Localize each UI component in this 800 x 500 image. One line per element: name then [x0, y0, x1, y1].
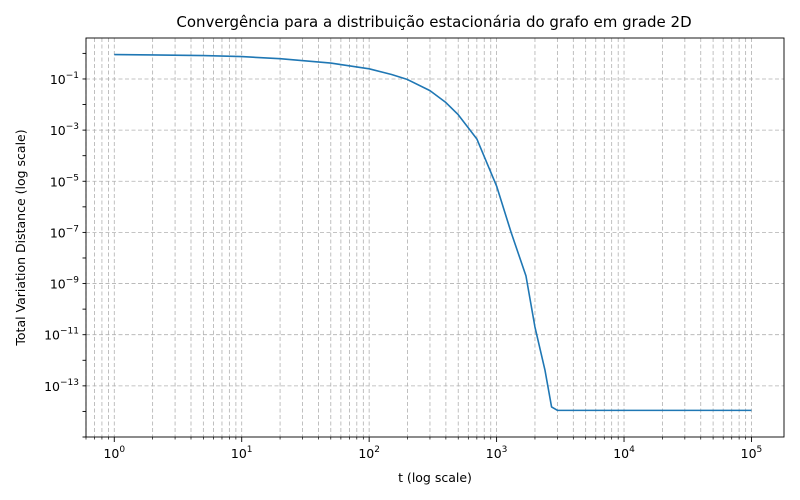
x-tick-label: 100	[103, 445, 125, 461]
y-tick-label: 10−9	[50, 276, 79, 292]
y-tick-label: 10−5	[50, 173, 79, 189]
x-tick-label: 101	[231, 445, 253, 461]
series-line-1	[114, 53, 752, 412]
grid	[85, 38, 784, 437]
y-tick-label: 10−7	[50, 224, 79, 240]
y-tick-label: 10−13	[44, 378, 79, 394]
y-axis-label: Total Variation Distance (log scale)	[13, 129, 28, 346]
y-tick-label: 10−11	[44, 327, 79, 343]
x-tick-label: 102	[358, 445, 380, 461]
y-tick-label: 10−3	[50, 122, 79, 138]
series-layer	[114, 53, 752, 412]
chart-title: Convergência para a distribuição estacio…	[176, 13, 691, 31]
x-tick-label: 104	[613, 445, 635, 461]
plot-frame	[85, 37, 785, 438]
ticks: 100 101 102 103 104 105 10−1 10−3 10−5 10−7 10−9 10…	[44, 52, 763, 461]
x-tick-label: 103	[486, 445, 508, 461]
x-tick-label: 105	[741, 445, 763, 461]
y-tick-label: 10−1	[50, 71, 79, 87]
x-axis-label: t (log scale)	[398, 470, 472, 485]
